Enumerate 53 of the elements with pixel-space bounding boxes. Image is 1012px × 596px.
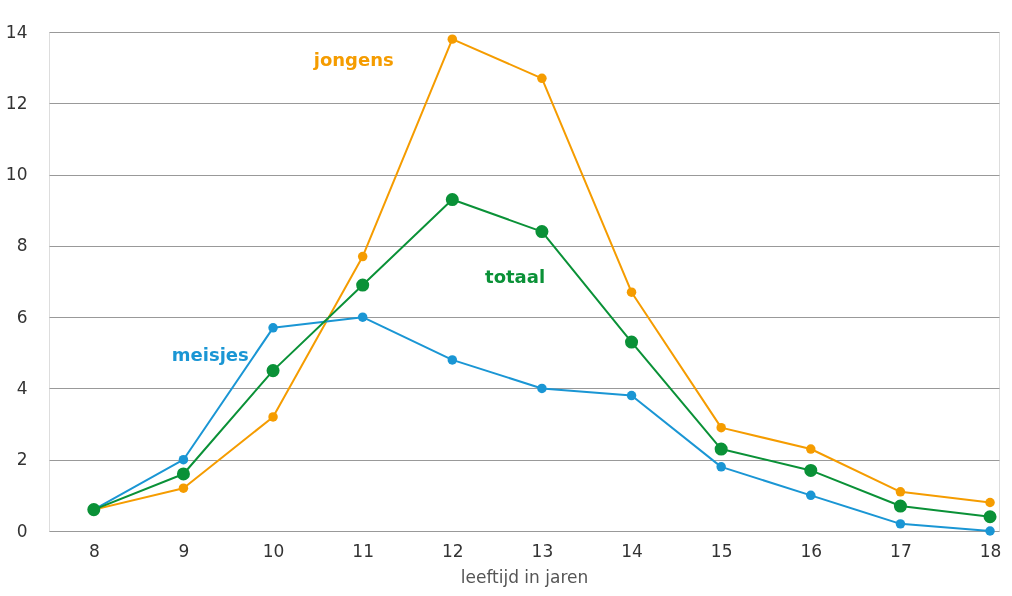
point xyxy=(893,499,907,513)
x-tick-label: 10 xyxy=(262,540,285,561)
point xyxy=(535,225,549,239)
x-tick-label: 13 xyxy=(531,540,554,561)
x-axis-title: leeftijd in jaren xyxy=(460,566,589,587)
y-tick-label: 0 xyxy=(16,520,28,541)
point xyxy=(895,487,906,497)
y-tick-label: 10 xyxy=(5,164,28,185)
point xyxy=(445,193,459,207)
point xyxy=(625,335,639,349)
point xyxy=(357,312,368,322)
point xyxy=(357,251,368,262)
point xyxy=(806,490,816,501)
point xyxy=(447,355,458,365)
x-tick-label: 17 xyxy=(890,540,912,561)
point xyxy=(985,526,995,536)
point xyxy=(806,444,816,454)
y-tick-label: 14 xyxy=(5,21,28,42)
point xyxy=(268,323,278,333)
point xyxy=(178,483,189,493)
x-tick-label: 12 xyxy=(441,540,464,561)
y-tick-label: 12 xyxy=(5,92,28,113)
y-tick-label: 6 xyxy=(16,306,28,327)
point xyxy=(716,462,726,472)
x-tick-label: 18 xyxy=(979,540,1002,561)
x-tick-label: 9 xyxy=(178,540,190,561)
x-tick-label: 15 xyxy=(710,540,733,561)
point xyxy=(985,497,995,508)
x-tick-label: 8 xyxy=(88,540,100,561)
y-tick-label: 4 xyxy=(16,377,28,398)
point xyxy=(895,519,906,529)
point xyxy=(447,34,458,44)
series-label: meisjes xyxy=(171,344,249,366)
text: jongens xyxy=(312,48,394,70)
x-tick-label: 14 xyxy=(621,540,643,561)
point xyxy=(983,510,997,524)
point xyxy=(268,412,278,422)
series-label: totaal xyxy=(485,265,546,287)
point xyxy=(626,390,637,401)
point xyxy=(537,73,547,84)
y-tick-label: 8 xyxy=(16,235,28,256)
y-tick-label: 2 xyxy=(16,449,28,470)
point xyxy=(626,287,637,297)
point xyxy=(537,383,547,394)
point xyxy=(178,454,189,465)
point xyxy=(716,422,726,433)
point xyxy=(176,467,190,481)
point xyxy=(714,442,728,456)
point xyxy=(804,463,818,477)
point xyxy=(266,364,280,378)
x-tick-label: 16 xyxy=(800,540,823,561)
point xyxy=(356,278,370,292)
x-tick-label: 11 xyxy=(352,540,374,561)
